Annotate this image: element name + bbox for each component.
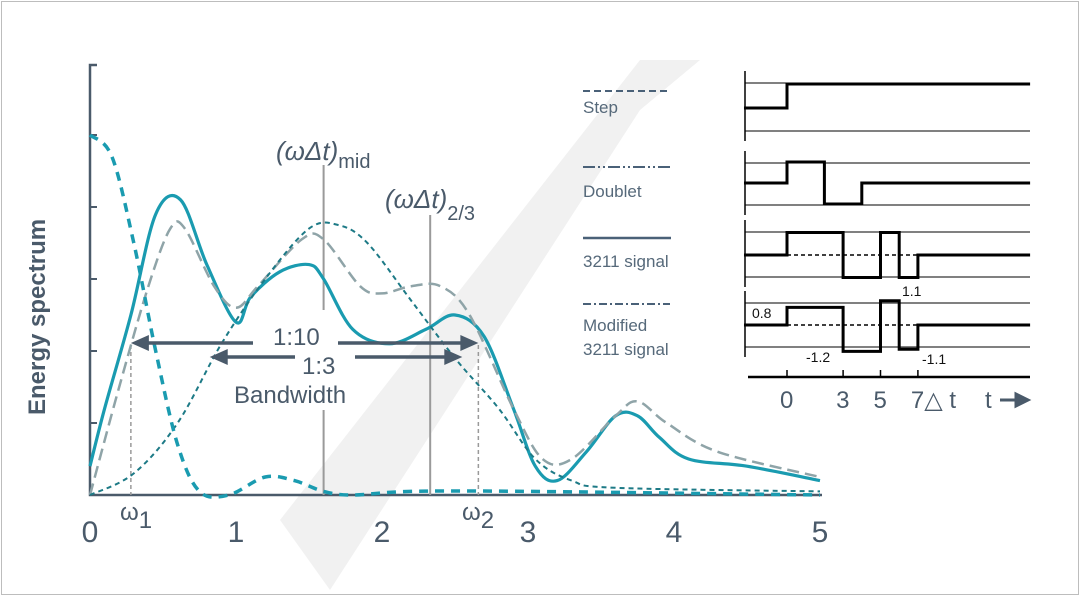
- legend-label-doublet: Doublet: [583, 182, 642, 201]
- inset-signal-modified-3211-signal: [743, 299, 1031, 353]
- x-tick-label: 2: [374, 516, 391, 549]
- legend-label-modified-2: 3211 signal: [583, 340, 669, 359]
- axes: 0 1 2 3 4 5: [82, 63, 829, 549]
- legend-label-modified: Modified: [583, 316, 647, 335]
- arrow-1-10-head-right: [460, 335, 479, 351]
- bandwidth-label: Bandwidth: [234, 382, 346, 409]
- curves: [88, 133, 821, 499]
- omega1-label: ω1: [120, 499, 152, 534]
- x-tick-label: 5: [812, 516, 829, 549]
- ratio-1-3: 1:3: [302, 353, 335, 380]
- inset-value-label: 0.8: [752, 305, 772, 321]
- inset-value-label: 1.1: [902, 283, 922, 299]
- inset-signal-step: [743, 82, 1031, 110]
- arrow-1-10-head-left: [130, 335, 149, 351]
- inset-signal-3211-signal: [743, 231, 1031, 279]
- omega2-label: ω2: [462, 499, 494, 534]
- ratio-1-10: 1:10: [273, 324, 320, 351]
- two-thirds-label: (ωΔt)2/3: [385, 184, 475, 225]
- inset-value-label: -1.1: [922, 351, 946, 367]
- legend-label-3211: 3211 signal: [583, 252, 669, 271]
- x-tick-label: 0: [82, 516, 99, 549]
- time-arrow-icon: [1000, 391, 1032, 409]
- x-tick-label: 1: [228, 516, 245, 549]
- inset-time-tick-label: 5: [874, 387, 887, 414]
- series-step: [88, 133, 821, 499]
- label-gap: [253, 328, 338, 350]
- x-tick-label: 4: [666, 516, 683, 549]
- arrow-1-3-head-left: [209, 349, 228, 365]
- annotations: Energy spectrum 1:10 1:3 Bandwidth (ωΔt)…: [24, 136, 494, 534]
- inset-signal-doublet: [743, 160, 1031, 206]
- label-gap: [295, 350, 355, 366]
- arrow-1-3-head-right: [444, 349, 463, 365]
- inset-signals: 0.8 -1.2 1.1 -1.1 0 3 5 7△ t t: [743, 71, 1032, 414]
- series-modified-3211-signal: [88, 220, 821, 496]
- legend-label-step: Step: [583, 98, 618, 117]
- y-axis-label: Energy spectrum: [24, 219, 51, 415]
- inset-value-label: -1.2: [806, 349, 830, 365]
- inset-time-label: t: [985, 387, 992, 414]
- mid-label: (ωΔt)mid: [276, 136, 370, 173]
- x-tick-label: 3: [520, 516, 537, 549]
- axis-lines: [88, 63, 822, 497]
- watermark-shape: [280, 60, 700, 590]
- legend: Step Doublet 3211 signal Modified 3211 s…: [583, 90, 671, 359]
- inset-time-tick-label: 7△ t: [911, 387, 956, 414]
- inset-time-tick-label: 3: [836, 387, 849, 414]
- inset-time-tick-label: 0: [780, 387, 793, 414]
